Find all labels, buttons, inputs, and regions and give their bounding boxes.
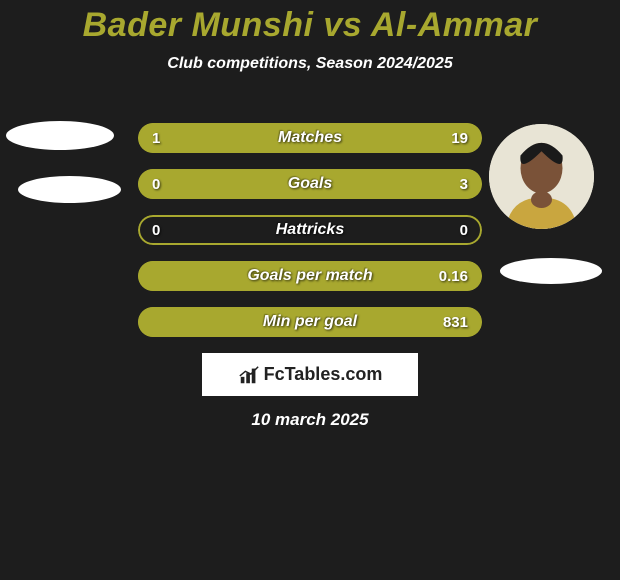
stat-bar-row: 0.16Goals per match (138, 261, 482, 291)
brand-badge: FcTables.com (202, 353, 418, 396)
bar-label: Hattricks (138, 215, 482, 245)
date-text: 10 march 2025 (0, 410, 620, 430)
bar-chart-icon (238, 364, 260, 386)
decoration-oval (500, 258, 602, 284)
bar-label: Min per goal (138, 307, 482, 337)
page-subtitle: Club competitions, Season 2024/2025 (0, 55, 620, 73)
stat-bar-row: 00Hattricks (138, 215, 482, 245)
stat-bar-row: 119Matches (138, 123, 482, 153)
decoration-oval (18, 176, 121, 203)
comparison-bars: 119Matches 03Goals 00Hattricks 0.16Goals pe… (138, 123, 482, 353)
brand-text: FcTables.com (264, 364, 383, 385)
stat-bar-row: 831Min per goal (138, 307, 482, 337)
player-right-avatar (489, 124, 594, 229)
bar-label: Goals (138, 169, 482, 199)
stat-bar-row: 03Goals (138, 169, 482, 199)
bar-label: Goals per match (138, 261, 482, 291)
player-portrait-icon (489, 124, 594, 229)
decoration-oval (6, 121, 114, 150)
bar-label: Matches (138, 123, 482, 153)
page-title: Bader Munshi vs Al-Ammar (0, 0, 620, 45)
